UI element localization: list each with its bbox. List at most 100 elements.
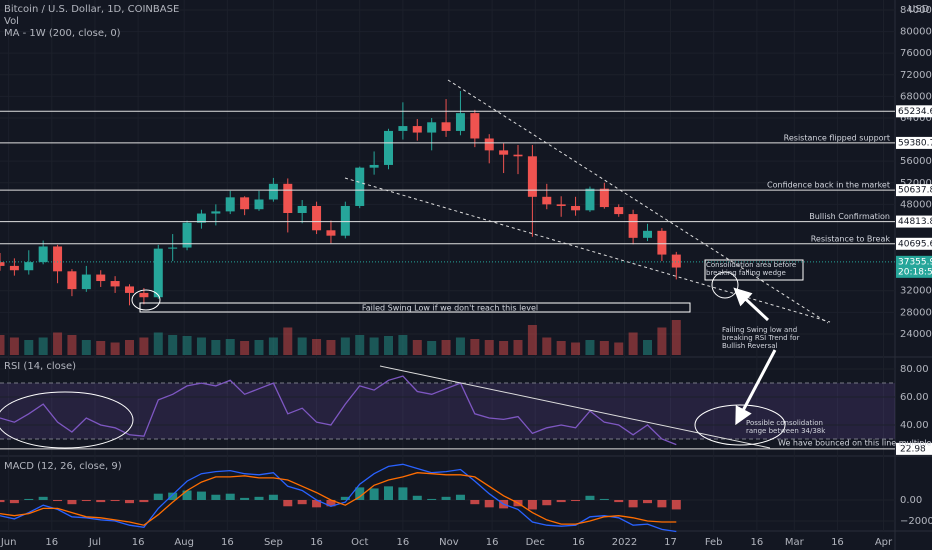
volume-bar xyxy=(125,340,135,355)
histogram-bar xyxy=(0,499,5,503)
volume-bar xyxy=(254,340,264,355)
countdown: 20:18:51 xyxy=(898,267,932,277)
candle-body xyxy=(628,214,638,238)
macd-title: MACD (12, 26, close, 9) xyxy=(4,461,122,472)
x-tick-label: 16 xyxy=(221,537,234,548)
histogram-bar xyxy=(312,499,322,508)
candle-body xyxy=(499,150,509,155)
x-tick-label: Nov xyxy=(439,537,459,548)
trend-line xyxy=(379,365,771,449)
candle-body xyxy=(527,156,537,197)
x-tick-label: 16 xyxy=(310,537,323,548)
volume-bar xyxy=(628,332,638,355)
histogram-bar xyxy=(643,499,653,504)
level-note: Bullish Confirmation xyxy=(809,212,890,221)
candle-body xyxy=(384,130,394,165)
volume-bar xyxy=(556,341,566,355)
annotation-circle xyxy=(711,271,739,299)
volume-bar xyxy=(657,327,667,355)
volume-bar xyxy=(9,337,19,355)
candle-body xyxy=(571,205,581,211)
candle-body xyxy=(599,188,609,208)
histogram-bar xyxy=(441,496,451,500)
y-tick-label: 84000 xyxy=(900,5,932,16)
volume-bar xyxy=(139,337,149,355)
level-label: 65234.68 xyxy=(898,107,932,117)
histogram-bar xyxy=(9,499,19,504)
histogram-bar xyxy=(225,493,235,500)
volume-bar xyxy=(96,341,106,355)
histogram-bar xyxy=(585,495,595,500)
volume-bar xyxy=(398,335,408,355)
indicator-label: MA - 1W (200, close, 0) xyxy=(4,28,121,39)
volume-bar xyxy=(355,335,365,355)
candle-body xyxy=(0,262,5,266)
volume-bar xyxy=(599,341,609,355)
candle-body xyxy=(110,281,120,287)
histogram-bar xyxy=(628,499,638,508)
volume-bar xyxy=(182,336,192,355)
candle-body xyxy=(441,122,451,131)
x-tick-label: 17 xyxy=(664,537,677,548)
annotation-circle xyxy=(131,289,161,311)
annotation: We have bounced on this line multiple ti… xyxy=(778,439,932,448)
x-tick-label: 16 xyxy=(750,537,763,548)
x-tick-label: Dec xyxy=(526,537,545,548)
volume-bar xyxy=(427,341,437,355)
candle-body xyxy=(542,196,552,205)
y-tick-label: 68000 xyxy=(900,91,932,102)
x-tick-label: Mar xyxy=(785,537,805,548)
annotation-circle xyxy=(0,391,134,449)
candle-body xyxy=(412,126,422,133)
level-note: Confidence back in the market xyxy=(767,181,890,190)
annotation-box xyxy=(704,259,804,281)
candle-body xyxy=(125,286,135,293)
histogram-bar xyxy=(53,499,63,502)
x-tick-label: 16 xyxy=(397,537,410,548)
histogram-bar xyxy=(384,486,394,500)
y-tick-label: 28000 xyxy=(900,307,932,318)
candle-body xyxy=(513,154,523,157)
level-tag xyxy=(896,105,932,118)
candle-body xyxy=(312,205,322,231)
volume-bar xyxy=(470,339,480,355)
macd-line xyxy=(0,472,677,526)
candle-body xyxy=(38,246,48,263)
annotation: Failing Swing low and breaking RSI Trend… xyxy=(722,326,799,350)
histogram-bar xyxy=(571,499,581,502)
rsi-title: RSI (14, close) xyxy=(4,361,76,372)
candle-body xyxy=(24,262,34,271)
volume-bar xyxy=(412,340,422,355)
volume-bar xyxy=(585,340,595,355)
arrow xyxy=(733,287,770,322)
volume-bar xyxy=(484,340,494,355)
volume-bar xyxy=(340,337,350,355)
histogram-bar xyxy=(211,494,221,500)
annotation-box xyxy=(139,302,691,313)
x-tick-label: 16 xyxy=(572,537,585,548)
annotation: Possible consolidation range between 34/… xyxy=(746,419,825,435)
volume-bar xyxy=(312,339,322,355)
histogram-bar xyxy=(24,498,34,500)
price-tag xyxy=(896,255,932,278)
subtitle: Vol xyxy=(4,16,19,27)
x-tick-label: 2022 xyxy=(612,537,637,548)
y-tick-label: 64000 xyxy=(900,113,932,124)
x-tick-label: 16 xyxy=(486,537,499,548)
histogram-bar xyxy=(96,499,106,503)
y-tick-label: 76000 xyxy=(900,48,932,59)
annotation-circle xyxy=(694,404,786,446)
level-tag xyxy=(896,215,932,228)
x-tick-label: 16 xyxy=(831,537,844,548)
candle-body xyxy=(96,274,106,282)
rsi-line xyxy=(0,375,677,446)
volume-bar xyxy=(671,320,681,355)
histogram-bar xyxy=(355,487,365,500)
histogram-bar xyxy=(556,499,566,503)
histogram-bar xyxy=(81,499,91,502)
histogram-bar xyxy=(38,496,48,500)
histogram-bar xyxy=(67,499,77,505)
histogram-bar xyxy=(196,491,206,500)
candle-body xyxy=(369,164,379,168)
level-label: 44813.88 xyxy=(898,217,932,227)
